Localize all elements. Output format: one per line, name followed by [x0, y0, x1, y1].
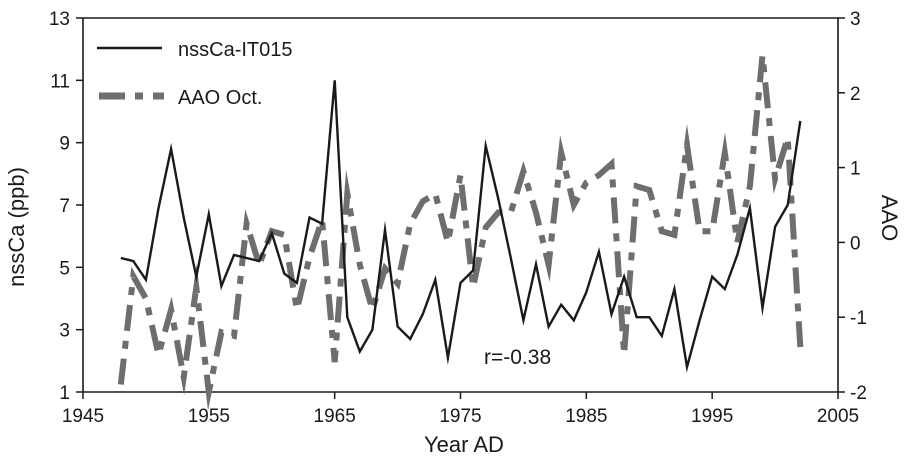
right-y-tick-label: -2 [850, 383, 867, 404]
right-y-tick-label: 1 [850, 159, 861, 180]
legend-label-aao: AAO Oct. [178, 87, 262, 109]
correlation-annotation: r=-0.38 [484, 346, 551, 369]
left-y-tick-label: 5 [59, 258, 70, 279]
x-axis-label: Year AD [424, 432, 504, 457]
x-tick-label: 1995 [691, 406, 733, 427]
right-y-axis-label: AAO [877, 195, 902, 241]
right-y-tick-label: -1 [850, 308, 867, 329]
aao-oct-series-line [117, 55, 804, 411]
legend: nssCa-IT015 AAO Oct. [97, 39, 293, 109]
x-tick-label: 2005 [817, 406, 859, 427]
x-tick-label: 1975 [439, 406, 481, 427]
right-y-tick-label: 0 [850, 233, 861, 254]
axis-ticks: 1945 1955 1965 1975 1985 1995 2005135791113-2-… [49, 9, 867, 427]
plot-frame [82, 17, 839, 393]
x-tick-label: 1955 [188, 406, 230, 427]
left-y-tick-label: 3 [59, 321, 70, 342]
x-tick-label: 1985 [565, 406, 607, 427]
x-tick-label: 1965 [314, 406, 356, 427]
left-y-tick-label: 11 [50, 71, 70, 92]
right-y-tick-label: 2 [850, 84, 861, 105]
series-lines [117, 55, 804, 411]
x-tick-label: 1945 [62, 406, 104, 427]
right-y-tick-label: 3 [850, 9, 861, 30]
left-y-tick-label: 1 [59, 383, 70, 404]
left-y-tick-label: 9 [59, 134, 70, 155]
left-y-tick-label: 7 [59, 196, 70, 217]
left-y-axis-label: nssCa (ppb) [4, 167, 29, 287]
legend-label-nssca: nssCa-IT015 [178, 39, 293, 61]
left-y-tick-label: 13 [49, 9, 70, 30]
nssca-it015-series-line [120, 80, 802, 373]
